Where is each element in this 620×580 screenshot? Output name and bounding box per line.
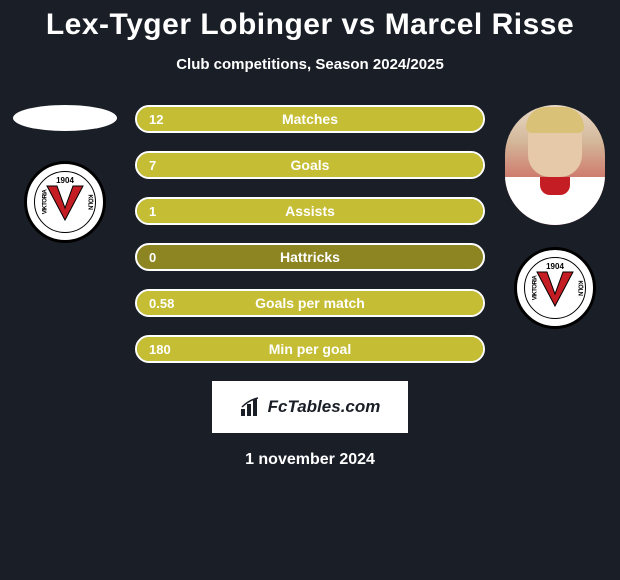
badge-v-icon bbox=[43, 180, 87, 224]
badge-name-left: VIKTORIA bbox=[42, 190, 48, 215]
badge-name-right: KÖLN bbox=[577, 281, 583, 296]
stat-row-goals: 7 Goals bbox=[135, 151, 485, 179]
comparison-card: Lex-Tyger Lobinger vs Marcel Risse Club … bbox=[0, 0, 620, 580]
page-title: Lex-Tyger Lobinger vs Marcel Risse bbox=[46, 8, 574, 42]
badge-name-right: KÖLN bbox=[87, 195, 93, 210]
stat-row-matches: 12 Matches bbox=[135, 105, 485, 133]
stat-label: Matches bbox=[137, 111, 483, 127]
player-right-photo bbox=[505, 105, 605, 225]
stat-label: Goals bbox=[137, 157, 483, 173]
footer-date: 1 november 2024 bbox=[245, 451, 375, 469]
club-badge-left: 1904 VIKTORIA KÖLN bbox=[24, 161, 106, 243]
stat-label: Assists bbox=[137, 203, 483, 219]
badge-year: 1904 bbox=[546, 262, 564, 271]
stat-row-assists: 1 Assists bbox=[135, 197, 485, 225]
stat-label: Hattricks bbox=[137, 249, 483, 265]
badge-name-left: VIKTORIA bbox=[532, 276, 538, 301]
page-subtitle: Club competitions, Season 2024/2025 bbox=[176, 56, 444, 73]
badge-v-icon bbox=[533, 266, 577, 310]
stat-row-hattricks: 0 Hattricks bbox=[135, 243, 485, 271]
stat-label: Min per goal bbox=[137, 341, 483, 357]
player-left-avatar-placeholder bbox=[13, 105, 117, 131]
branding-box: FcTables.com bbox=[212, 381, 408, 433]
stats-column: 12 Matches 7 Goals 1 Assists 0 Hattricks… bbox=[135, 105, 485, 363]
branding-label: FcTables.com bbox=[268, 397, 381, 417]
badge-inner-ring: 1904 VIKTORIA KÖLN bbox=[524, 257, 586, 319]
stat-label: Goals per match bbox=[137, 295, 483, 311]
player-left-column: 1904 VIKTORIA KÖLN bbox=[5, 105, 125, 363]
club-badge-right: 1904 VIKTORIA KÖLN bbox=[514, 247, 596, 329]
main-content: 1904 VIKTORIA KÖLN 12 Matches 7 Goals bbox=[0, 105, 620, 363]
badge-inner-ring: 1904 VIKTORIA KÖLN bbox=[34, 171, 96, 233]
player-right-column: 1904 VIKTORIA KÖLN bbox=[495, 105, 615, 363]
badge-year: 1904 bbox=[56, 176, 74, 185]
stat-row-min-per-goal: 180 Min per goal bbox=[135, 335, 485, 363]
fctables-chart-icon bbox=[240, 397, 262, 417]
stat-row-goals-per-match: 0.58 Goals per match bbox=[135, 289, 485, 317]
